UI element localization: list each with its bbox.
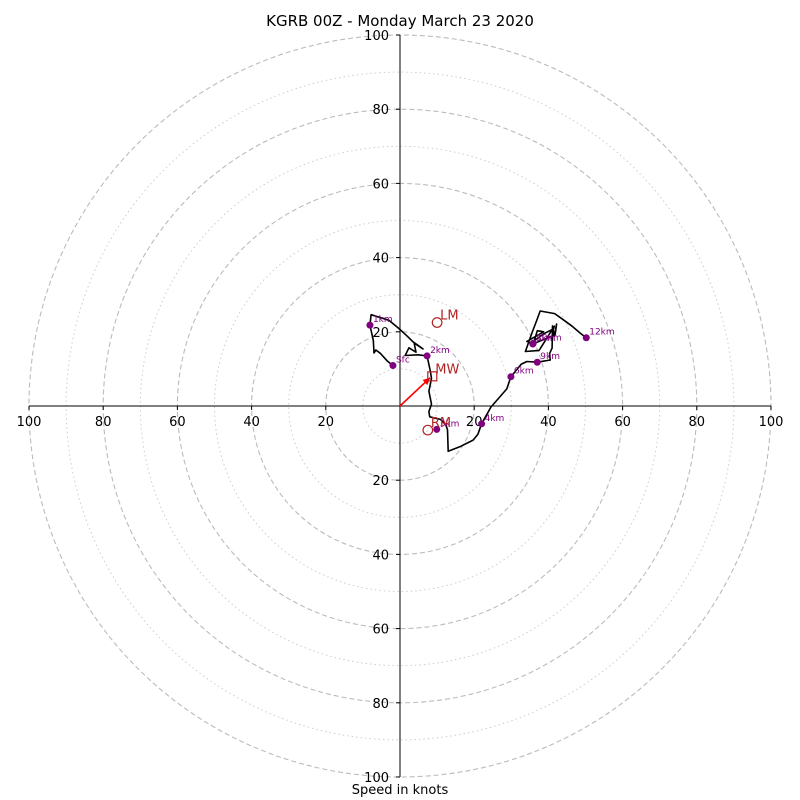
height-label-1km: 1km — [373, 315, 393, 325]
height-label-8km: 8km — [536, 334, 556, 344]
x-tick-label: 20 — [466, 415, 483, 430]
motion-label-RM: RM — [431, 416, 451, 431]
height-marker-9km — [533, 358, 541, 366]
height-label-4km: 4km — [485, 414, 505, 424]
y-tick-label: 40 — [372, 252, 389, 267]
storm-motions: LM RM MW — [422, 309, 459, 436]
height-marker-1km — [366, 321, 374, 329]
height-label-3km: 3km — [440, 419, 460, 429]
height-marker-6km — [507, 373, 515, 381]
y-tick-label: 100 — [364, 771, 389, 786]
tick-labels: 100 80 60 40 20 20 40 60 80 100 100 80 60 40 20 20 40 60 8… — [17, 29, 784, 786]
motion-label-MW: MW — [435, 362, 459, 377]
height-marker-Sfc — [389, 362, 397, 370]
height-markers: Sfc 1km 2km 3km 4km 6km 8km 9km 10km 12km — [366, 315, 615, 433]
hodograph-line — [369, 310, 587, 453]
y-tick-label: 80 — [372, 697, 389, 712]
height-label-10km: 10km — [536, 333, 561, 343]
motion-marker-RM — [422, 424, 434, 436]
y-tick-label: 60 — [372, 623, 389, 638]
x-tick-label: 80 — [95, 415, 112, 430]
height-label-9km: 9km — [540, 352, 560, 362]
x-tick-label: 100 — [759, 415, 784, 430]
height-marker-4km — [478, 420, 486, 428]
height-label-12km: 12km — [589, 328, 614, 338]
height-marker-10km — [529, 339, 537, 347]
y-tick-label: 20 — [372, 474, 389, 489]
motion-marker-LM — [431, 317, 443, 328]
x-tick-label: 60 — [169, 415, 186, 430]
x-tick-label: 80 — [689, 415, 706, 430]
height-marker-12km — [582, 334, 590, 342]
y-tick-label: 40 — [372, 548, 389, 563]
height-marker-2km — [423, 352, 431, 360]
y-tick-label: 60 — [372, 177, 389, 192]
y-tick-label: 20 — [372, 326, 389, 341]
wind-trace — [369, 310, 587, 453]
x-axis-label: Speed in knots — [351, 783, 449, 798]
height-marker-3km — [433, 425, 441, 433]
x-tick-label: 40 — [540, 415, 557, 430]
chart-title: KGRB 00Z - Monday March 23 2020 — [266, 12, 534, 30]
motion-label-LM: LM — [440, 309, 458, 324]
height-label-6km: 6km — [514, 367, 534, 377]
x-tick-label: 20 — [318, 415, 335, 430]
height-label-Sfc: Sfc — [396, 356, 410, 366]
y-tick-label: 80 — [372, 103, 389, 118]
x-tick-label: 40 — [243, 415, 260, 430]
x-tick-label: 60 — [614, 415, 631, 430]
motion-marker-MW — [427, 371, 438, 382]
height-label-2km: 2km — [430, 346, 450, 356]
x-tick-label: 100 — [17, 415, 42, 430]
y-tick-label: 100 — [364, 29, 389, 44]
